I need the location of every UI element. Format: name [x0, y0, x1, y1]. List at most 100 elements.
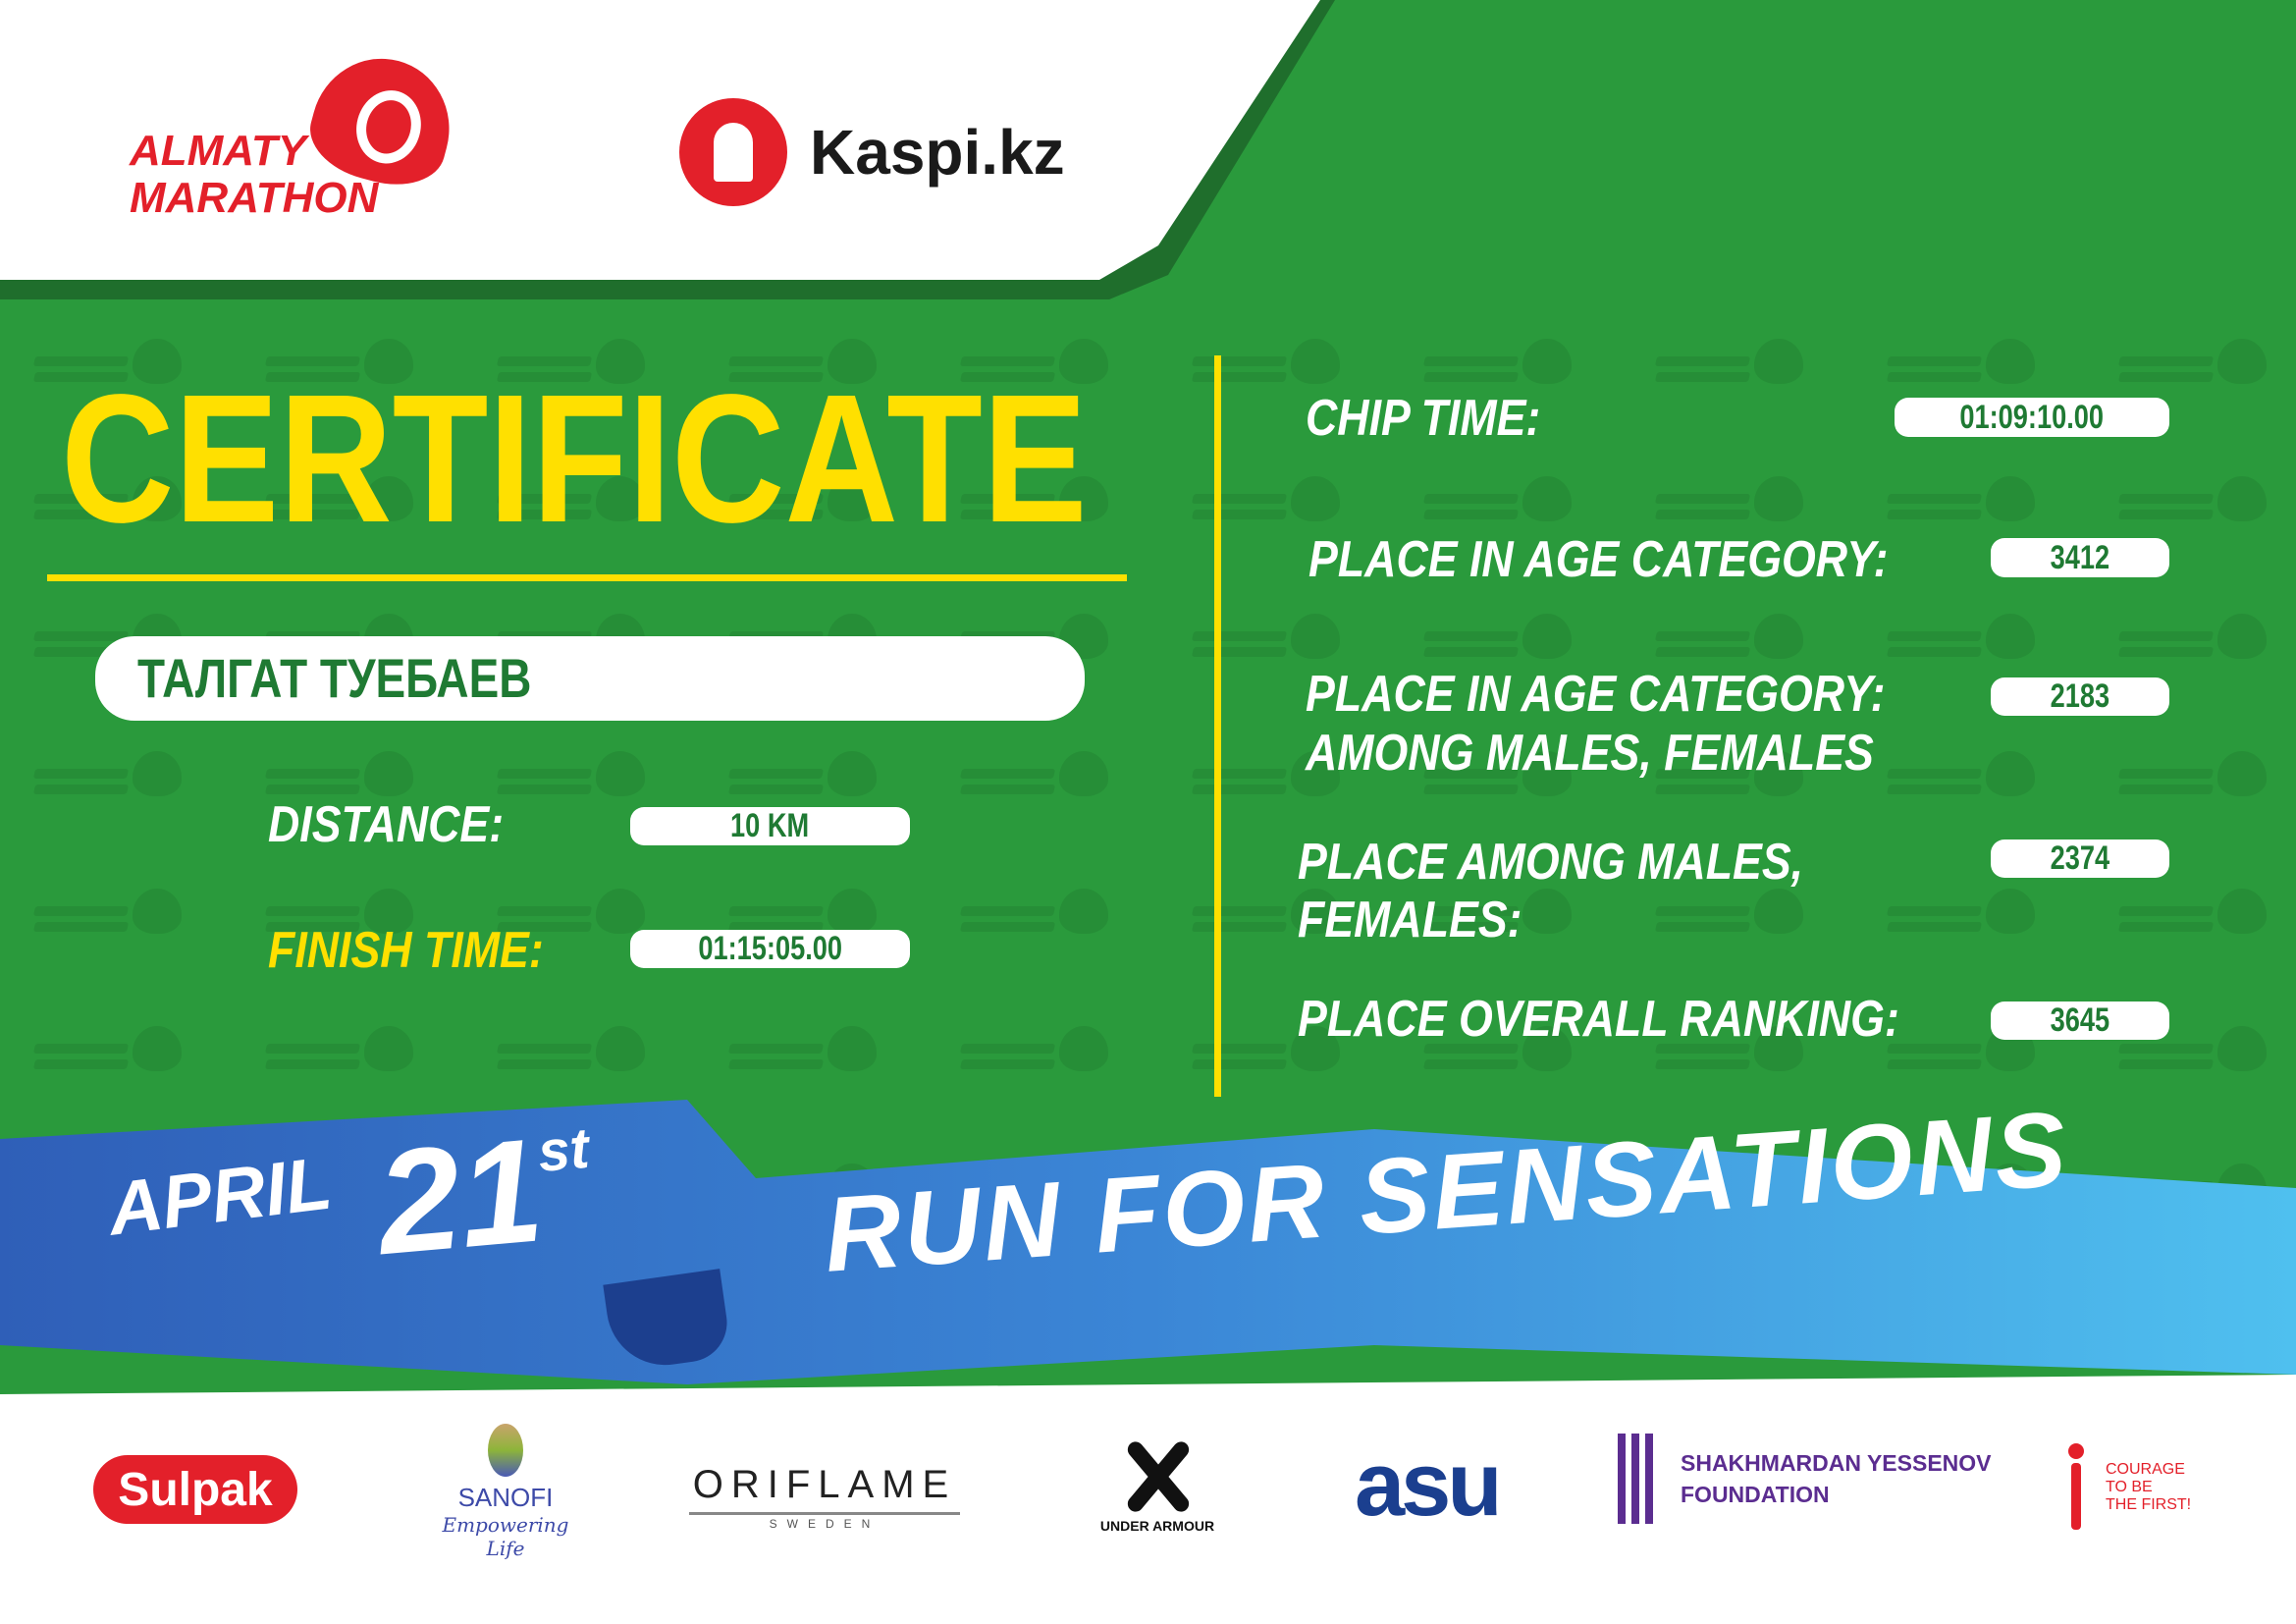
watermark-bar: [1886, 769, 1983, 779]
watermark-mark: [496, 339, 645, 384]
watermark-mark: [1654, 1026, 1803, 1071]
watermark-runner-icon: [1986, 476, 2035, 521]
watermark-runner-icon: [1754, 889, 1803, 934]
watermark-bar: [1191, 922, 1288, 932]
age-category-gender-place-value: 2183: [2050, 677, 2110, 715]
watermark-mark: [32, 339, 182, 384]
watermark-mark: [264, 751, 413, 796]
header-panel: [0, 0, 1320, 280]
watermark-runner-icon: [133, 889, 182, 934]
watermark-bar: [2117, 922, 2215, 932]
watermark-mark: [496, 889, 645, 934]
watermark-runner-icon: [133, 339, 182, 384]
watermark-mark: [1654, 339, 1803, 384]
almaty-marathon-logo: ALMATY MARATHON: [130, 128, 378, 222]
watermark-mark: [959, 889, 1108, 934]
watermark-bar: [1191, 356, 1288, 366]
watermark-bar: [1191, 372, 1288, 382]
certificate-title: CERTIFICATE: [61, 357, 1088, 561]
watermark-bar: [1422, 785, 1520, 794]
watermark-runner-icon: [596, 476, 645, 521]
watermark-bar: [2117, 631, 2215, 641]
watermark-runner-icon: [1059, 1026, 1108, 1071]
watermark-bar: [1886, 647, 1983, 657]
watermark-runner-icon: [2217, 614, 2267, 659]
watermark-mark: [1422, 1026, 1572, 1071]
column-divider: [1214, 355, 1221, 1097]
watermark-bar: [32, 906, 130, 916]
watermark-runner-icon: [2217, 751, 2267, 796]
watermark-bar: [32, 922, 130, 932]
watermark-mark: [264, 476, 413, 521]
overall-ranking-box: 3645: [1991, 1001, 2169, 1040]
watermark-bar: [1654, 631, 1751, 641]
sanofi-mark-icon: [488, 1424, 523, 1477]
watermark-runner-icon: [828, 751, 877, 796]
watermark-mark: [1191, 614, 1340, 659]
watermark-bar: [1886, 631, 1983, 641]
watermark-runner-icon: [2217, 476, 2267, 521]
watermark-mark: [1191, 889, 1340, 934]
watermark-mark: [1886, 751, 2035, 796]
watermark-runner-icon: [364, 339, 413, 384]
oriflame-sub: SWEDEN: [689, 1512, 960, 1531]
age-category-gender-place-box: 2183: [1991, 677, 2169, 716]
watermark-mark: [1654, 889, 1803, 934]
watermark-mark: [1191, 476, 1340, 521]
watermark-bar: [2117, 647, 2215, 657]
watermark-runner-icon: [2217, 1026, 2267, 1071]
watermark-bar: [727, 1059, 825, 1069]
yessenov-foundation-logo: SHAKHMARDAN YESSENOV FOUNDATION: [1618, 1434, 1992, 1524]
chip-time-value-box: 01:09:10.00: [1895, 398, 2169, 437]
gender-place-value: 2374: [2050, 839, 2110, 877]
watermark-bar: [264, 906, 361, 916]
almaty-logo-word: MARATHON: [130, 174, 379, 222]
watermark-runner-icon: [1986, 339, 2035, 384]
under-armour-mark-icon: [1103, 1439, 1211, 1514]
watermark-runner-icon: [828, 339, 877, 384]
watermark-runner-icon: [1291, 1026, 1340, 1071]
watermark-bar: [1191, 906, 1288, 916]
sulpak-logo: Sulpak: [93, 1455, 297, 1524]
watermark-bar: [2117, 769, 2215, 779]
distance-label: DISTANCE:: [268, 796, 505, 853]
courage-runner-icon: [2056, 1443, 2096, 1532]
watermark-mark: [2117, 614, 2267, 659]
watermark-mark: [2117, 751, 2267, 796]
watermark-mark: [1886, 889, 2035, 934]
courage-line3: THE FIRST!: [2106, 1496, 2192, 1513]
title-underline: [47, 574, 1127, 581]
watermark-runner-icon: [596, 339, 645, 384]
watermark-bar: [264, 769, 361, 779]
watermark-bar: [2117, 1059, 2215, 1069]
watermark-runner-icon: [2217, 339, 2267, 384]
watermark-bar: [1191, 1044, 1288, 1054]
watermark-mark: [1654, 751, 1803, 796]
watermark-mark: [727, 476, 877, 521]
watermark-mark: [264, 1026, 413, 1071]
watermark-runner-icon: [1291, 476, 1340, 521]
watermark-bar: [496, 1059, 593, 1069]
participant-name-box: [95, 636, 1085, 721]
watermark-runner-icon: [1059, 339, 1108, 384]
overall-ranking-value: 3645: [2050, 1001, 2110, 1039]
yessenov-line1: SHAKHMARDAN YESSENOV: [1681, 1450, 1992, 1476]
watermark-bar: [1886, 785, 1983, 794]
watermark-mark: [2117, 476, 2267, 521]
watermark-bar: [1654, 906, 1751, 916]
watermark-bar: [496, 769, 593, 779]
watermark-mark: [1886, 614, 2035, 659]
watermark-mark: [1654, 476, 1803, 521]
sanofi-logo: SANOFI Empowering Life: [432, 1424, 579, 1560]
age-category-place-box: 3412: [1991, 538, 2169, 577]
watermark-bar: [1886, 1059, 1983, 1069]
watermark-runner-icon: [1522, 1026, 1572, 1071]
watermark-runner-icon: [1291, 751, 1340, 796]
watermark-runner-icon: [596, 751, 645, 796]
finish-time-value-box: 01:15:05.00: [630, 930, 910, 968]
watermark-bar: [2117, 510, 2215, 519]
watermark-runner-icon: [828, 476, 877, 521]
watermark-runner-icon: [1291, 889, 1340, 934]
watermark-runner-icon: [828, 1026, 877, 1071]
watermark-bar: [2117, 1044, 2215, 1054]
